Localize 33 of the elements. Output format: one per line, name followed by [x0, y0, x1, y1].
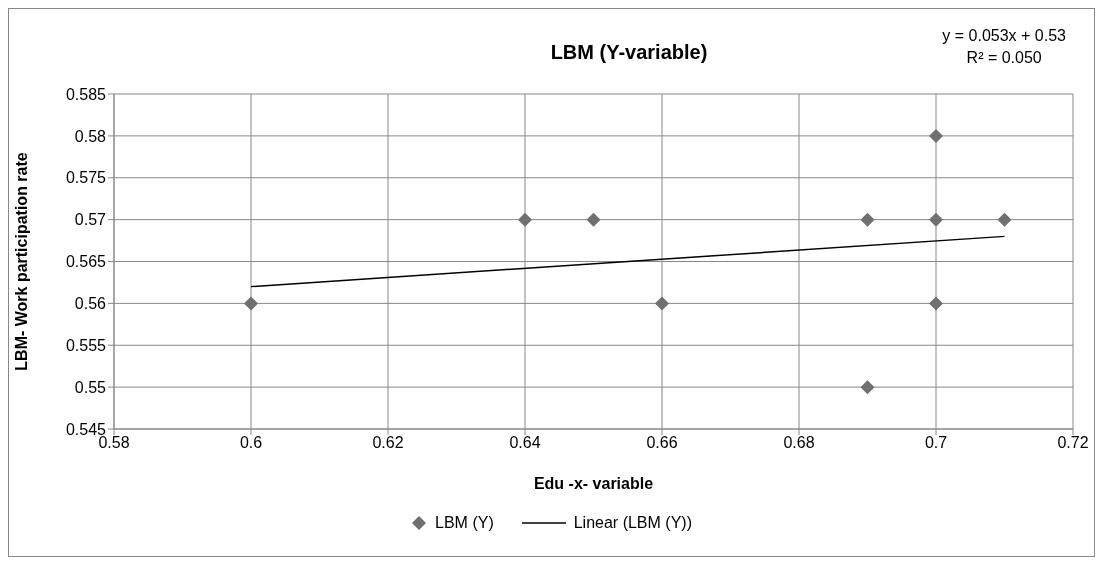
point [244, 296, 258, 311]
chart-title: LBM (Y-variable) [550, 41, 708, 63]
y-tick-label: 0.565 [65, 253, 107, 271]
x-tick-label: 0.6 [239, 434, 263, 452]
x-tick-label: 0.68 [783, 434, 815, 452]
y-tick-label: 0.57 [74, 211, 107, 229]
x-tick-label: 0.72 [1057, 434, 1089, 452]
point [929, 296, 943, 311]
y-tick-label: 0.58 [74, 127, 107, 145]
x-tick-label: 0.66 [646, 434, 678, 452]
legend-label: LBM (Y) [435, 514, 494, 532]
point [997, 212, 1012, 227]
text: y = 0.053x + 0.53 [942, 26, 1066, 46]
x-tick-label: 0.64 [509, 434, 541, 452]
point [929, 212, 943, 227]
y-axis-title: LBM- Work participation rate [12, 152, 30, 371]
x-tick-label: 0.7 [924, 434, 948, 452]
point [518, 212, 532, 227]
y-tick-label: 0.56 [74, 295, 107, 313]
x-tick-label: 0.58 [98, 434, 130, 452]
text: R² = 0.050 [965, 48, 1043, 68]
point [860, 212, 875, 227]
y-tick-label: 0.555 [65, 336, 107, 354]
y-tick-label: 0.575 [65, 169, 107, 187]
x-axis-title: Edu -x- variable [533, 475, 654, 492]
x-tick-label: 0.62 [372, 434, 404, 452]
point [860, 380, 875, 395]
point [929, 128, 943, 143]
legend-label: Linear (LBM (Y)) [573, 514, 692, 532]
y-tick-label: 0.55 [74, 378, 107, 396]
point [586, 212, 601, 227]
point [655, 296, 669, 311]
y-tick-label: 0.585 [65, 85, 107, 103]
